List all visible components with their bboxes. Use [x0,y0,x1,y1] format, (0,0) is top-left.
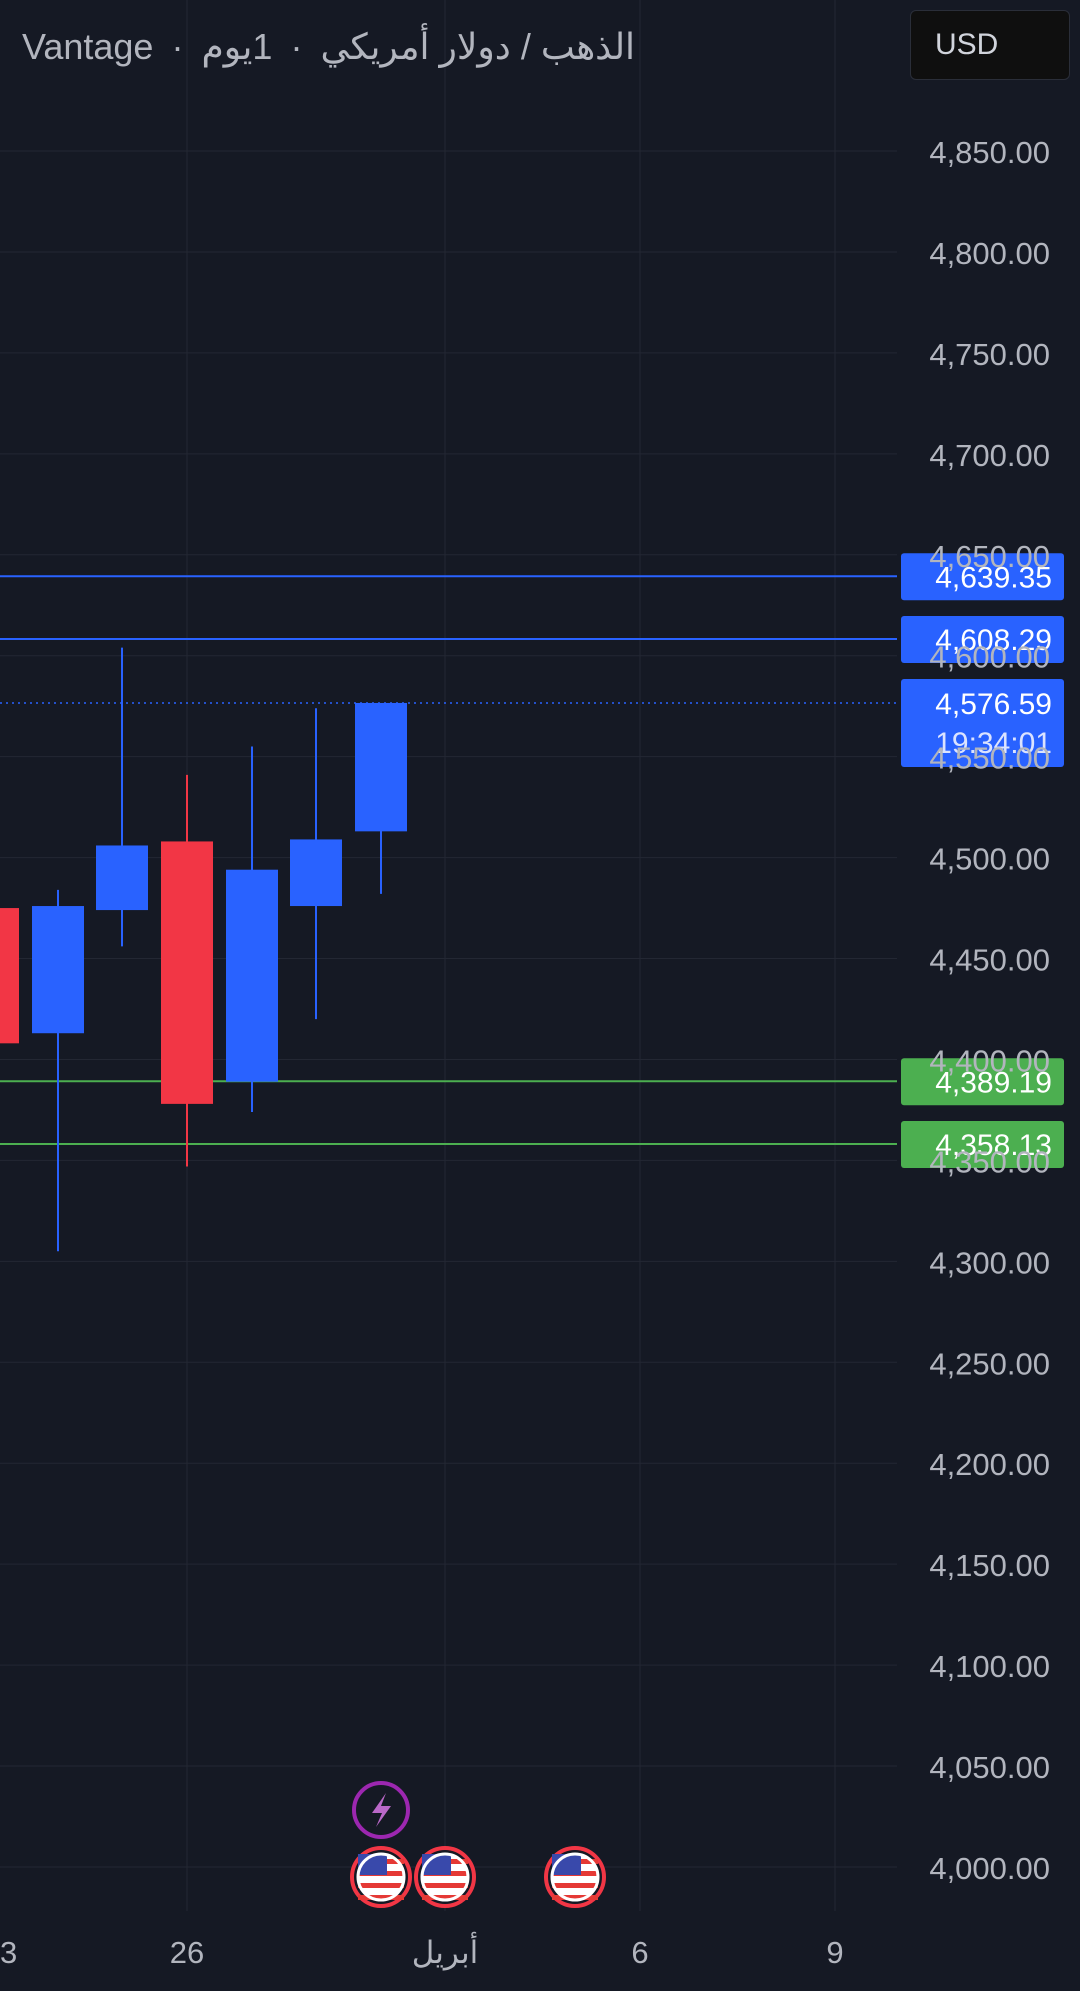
bar-countdown: 19:34:01 [935,727,1052,760]
price-tick-label: 4,250.00 [929,1346,1050,1381]
candle-body[interactable] [96,845,148,911]
price-tick-label: 4,050.00 [929,1750,1050,1785]
price-tick-label: 4,300.00 [929,1245,1050,1280]
candle-body[interactable] [32,906,84,1034]
price-level-value: 4,358.13 [935,1129,1052,1162]
price-level-tag[interactable] [901,553,1064,601]
price-tick-label: 4,450.00 [929,943,1050,978]
price-tick-label: 4,750.00 [929,337,1050,372]
currency-button[interactable]: USD [910,10,1070,80]
price-tick-label: 4,800.00 [929,236,1050,271]
price-tick-label: 4,500.00 [929,842,1050,877]
price-tick-label: 4,000.00 [929,1851,1050,1886]
interval-label: 1يوم [201,26,273,67]
price-tick-label: 4,550.00 [929,741,1050,776]
price-tick-label: 4,350.00 [929,1144,1050,1179]
price-level-tag[interactable] [901,1058,1064,1106]
price-tick-label: 4,700.00 [929,438,1050,473]
flag-stripe [552,1883,598,1888]
candle-body[interactable] [161,841,213,1104]
grid [0,0,897,1911]
lightning-glyph [372,1793,391,1827]
price-level-value: 4,389.19 [935,1066,1052,1099]
time-tick-label: 6 [631,1935,648,1970]
price-levels: 4,639.35 4,608.29 4,389.19 4,358.13 4,576.59… [0,553,1064,1168]
price-level-tag[interactable] [901,615,1064,663]
events[interactable] [350,1781,606,1908]
symbol-name: الذهب / دولار أمريكي [320,26,636,67]
candle-body[interactable] [355,702,407,832]
price-tick-label: 4,600.00 [929,640,1050,675]
candle-body[interactable] [290,839,342,907]
time-axis[interactable]: 23 26 أبريل 6 9 [0,1932,844,1971]
time-tick-label: 26 [170,1935,204,1970]
price-level-value: 4,608.29 [935,624,1052,657]
flag-rim [356,1852,406,1902]
price-axis[interactable]: 4,850.00 4,800.00 4,750.00 4,700.00 4,650.00… [929,135,1050,1886]
time-tick-label: 9 [826,1935,843,1970]
title-separator: · [171,26,184,67]
flag-stripe [552,1895,598,1900]
broker-name: Vantage [22,26,154,67]
time-tick-label: أبريل [412,1932,478,1971]
price-level-value: 4,639.35 [935,561,1052,594]
price-tick-label: 4,400.00 [929,1043,1050,1078]
candles[interactable] [0,647,407,1252]
flag-stripe [422,1883,468,1888]
last-price-value: 4,576.59 [935,688,1052,721]
price-tick-label: 4,150.00 [929,1548,1050,1583]
title-separator: · [290,26,303,67]
price-tick-label: 4,850.00 [929,135,1050,170]
flag-stripe [422,1895,468,1900]
chart-title[interactable]: Vantage · الذهب / دولار أمريكي · 1يوم [22,26,635,68]
flag-stripe [358,1883,404,1888]
price-tick-label: 4,200.00 [929,1447,1050,1482]
candle-body[interactable] [226,869,278,1082]
price-level-tag[interactable] [901,1120,1064,1168]
flag-rim [420,1852,470,1902]
flag-rim [550,1852,600,1902]
price-tick-label: 4,100.00 [929,1649,1050,1684]
time-tick-label: 23 [0,1935,17,1970]
last-price-tag[interactable] [901,678,1064,767]
price-tick-label: 4,650.00 [929,539,1050,574]
candle-body[interactable] [0,908,19,1044]
flag-stripe [358,1895,404,1900]
